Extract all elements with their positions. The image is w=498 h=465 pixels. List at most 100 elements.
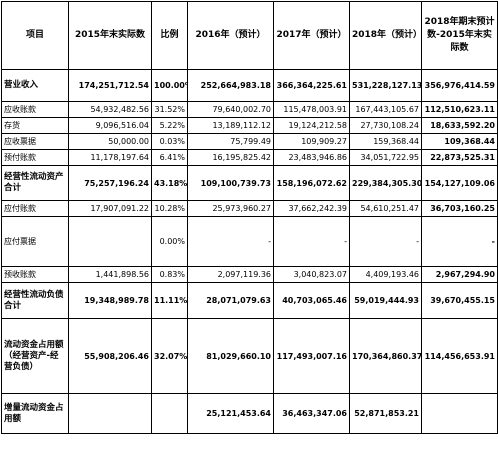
cell-2017: 109,909.27 (273, 133, 350, 150)
cell-2016: 109,100,739.73 (187, 165, 274, 201)
cell-2016: 25,121,453.64 (187, 393, 274, 434)
row-label: 预收账款 (1, 266, 69, 283)
header-2015-actual: 2015年末实际数 (68, 1, 152, 70)
row-label: 营业收入 (1, 69, 69, 102)
header-item: 项目 (1, 1, 69, 70)
cell-2015: 19,348,989.78 (68, 282, 152, 319)
cell-ratio: 100.00% (151, 69, 188, 102)
cell-2016: - (187, 216, 274, 267)
cell-ratio: 10.28% (151, 200, 188, 217)
cell-2017: - (273, 216, 350, 267)
cell-2018: 59,019,444.93 (349, 282, 422, 319)
cell-2015: 55,908,206.46 (68, 318, 152, 394)
cell-diff: 114,456,653.91 (421, 318, 498, 394)
cell-2018: 167,443,105.67 (349, 101, 422, 118)
cell-2017: 117,493,007.16 (273, 318, 350, 394)
cell-2016: 79,640,002.70 (187, 101, 274, 118)
cell-2018: 159,368.44 (349, 133, 422, 150)
cell-diff: 154,127,109.06 (421, 165, 498, 201)
cell-2018: 52,871,853.21 (349, 393, 422, 434)
table-row-operating-assets-total: 经营性流动资产合计 75,257,196.24 43.18% 109,100,7… (1, 165, 498, 201)
cell-2017: 23,483,946.86 (273, 149, 350, 166)
cell-2018: 27,730,108.24 (349, 117, 422, 134)
working-capital-table: 项目 2015年末实际数 比例 2016年（预计） 2017年（预计） 2018… (1, 1, 498, 434)
table-row-incremental-working-capital: 增量流动资金占用额 25,121,453.64 36,463,347.06 52… (1, 393, 498, 434)
cell-diff (421, 393, 498, 434)
header-row: 项目 2015年末实际数 比例 2016年（预计） 2017年（预计） 2018… (1, 1, 498, 70)
cell-ratio (151, 393, 188, 434)
cell-2015 (68, 216, 152, 267)
cell-ratio: 6.41% (151, 149, 188, 166)
table-row-payables: 应付账款 17,907,091.22 10.28% 25,973,960.27 … (1, 200, 498, 217)
cell-2015: 54,932,482.56 (68, 101, 152, 118)
cell-diff: 36,703,160.25 (421, 200, 498, 217)
cell-2017: 3,040,823.07 (273, 266, 350, 283)
cell-2017: 40,703,065.46 (273, 282, 350, 319)
row-label: 经营性流动资产合计 (1, 165, 69, 201)
cell-ratio: 43.18% (151, 165, 188, 201)
cell-2016: 25,973,960.27 (187, 200, 274, 217)
row-label: 应付账款 (1, 200, 69, 217)
cell-2015: 1,441,898.56 (68, 266, 152, 283)
row-label: 增量流动资金占用额 (1, 393, 69, 434)
cell-2016: 28,071,079.63 (187, 282, 274, 319)
cell-ratio: 0.03% (151, 133, 188, 150)
row-label: 预付账款 (1, 149, 69, 166)
row-label: 经营性流动负债合计 (1, 282, 69, 319)
table-row-operating-liabilities-total: 经营性流动负债合计 19,348,989.78 11.11% 28,071,07… (1, 282, 498, 319)
cell-2017: 115,478,003.91 (273, 101, 350, 118)
header-2017-forecast: 2017年（预计） (273, 1, 350, 70)
row-label: 应收票据 (1, 133, 69, 150)
header-2018-minus-2015: 2018年期末预计数-2015年末实际数 (421, 1, 498, 70)
cell-2018: 34,051,722.95 (349, 149, 422, 166)
cell-2016: 81,029,660.10 (187, 318, 274, 394)
cell-2017: 158,196,072.62 (273, 165, 350, 201)
cell-2017: 37,662,242.39 (273, 200, 350, 217)
row-label: 应付票据 (1, 216, 69, 267)
table-row-receivables: 应收账款 54,932,482.56 31.52% 79,640,002.70 … (1, 101, 498, 118)
cell-diff: - (421, 216, 498, 267)
cell-diff: 18,633,592.20 (421, 117, 498, 134)
table-row-revenue: 营业收入 174,251,712.54 100.00% 252,664,983.… (1, 69, 498, 102)
row-label: 存货 (1, 117, 69, 134)
table-row-working-capital-occupied: 流动资金占用额（经营资产-经营负债） 55,908,206.46 32.07% … (1, 318, 498, 394)
cell-diff: 356,976,414.59 (421, 69, 498, 102)
cell-2015 (68, 393, 152, 434)
cell-ratio: 0.00% (151, 216, 188, 267)
cell-2016: 13,189,112.12 (187, 117, 274, 134)
table-row-prepayments: 预付账款 11,178,197.64 6.41% 16,195,825.42 2… (1, 149, 498, 166)
cell-2016: 2,097,119.36 (187, 266, 274, 283)
cell-2017: 36,463,347.06 (273, 393, 350, 434)
cell-ratio: 32.07% (151, 318, 188, 394)
cell-2015: 9,096,516.04 (68, 117, 152, 134)
cell-2015: 174,251,712.54 (68, 69, 152, 102)
cell-diff: 39,670,455.15 (421, 282, 498, 319)
cell-2018: 4,409,193.46 (349, 266, 422, 283)
table-row-advances-received: 预收账款 1,441,898.56 0.83% 2,097,119.36 3,0… (1, 266, 498, 283)
cell-diff: 2,967,294.90 (421, 266, 498, 283)
cell-2018: 170,364,860.37 (349, 318, 422, 394)
cell-2017: 19,124,212.58 (273, 117, 350, 134)
row-label: 流动资金占用额（经营资产-经营负债） (1, 318, 69, 394)
cell-2015: 50,000.00 (68, 133, 152, 150)
cell-2017: 366,364,225.61 (273, 69, 350, 102)
table-row-notes-payable: 应付票据 0.00% - - - - (1, 216, 498, 267)
header-2018-forecast: 2018年（预计） (349, 1, 422, 70)
cell-2016: 16,195,825.42 (187, 149, 274, 166)
cell-diff: 112,510,623.11 (421, 101, 498, 118)
table-row-notes-receivable: 应收票据 50,000.00 0.03% 75,799.49 109,909.2… (1, 133, 498, 150)
cell-diff: 22,873,525.31 (421, 149, 498, 166)
cell-ratio: 5.22% (151, 117, 188, 134)
cell-2015: 75,257,196.24 (68, 165, 152, 201)
cell-ratio: 11.11% (151, 282, 188, 319)
cell-2016: 75,799.49 (187, 133, 274, 150)
cell-diff: 109,368.44 (421, 133, 498, 150)
cell-2015: 11,178,197.64 (68, 149, 152, 166)
cell-2016: 252,664,983.18 (187, 69, 274, 102)
header-2016-forecast: 2016年（预计） (187, 1, 274, 70)
header-ratio: 比例 (151, 1, 188, 70)
cell-2018: 229,384,305.30 (349, 165, 422, 201)
cell-2018: 531,228,127.13 (349, 69, 422, 102)
cell-2018: - (349, 216, 422, 267)
row-label: 应收账款 (1, 101, 69, 118)
